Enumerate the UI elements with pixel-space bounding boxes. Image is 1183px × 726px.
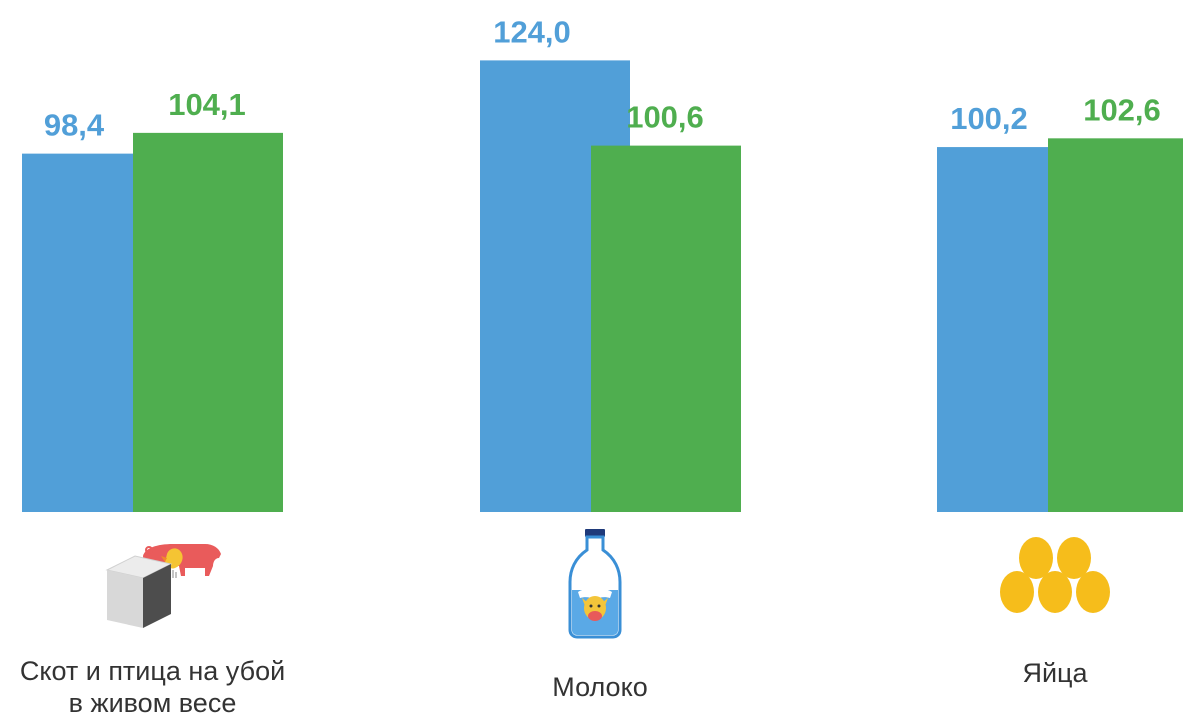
- category-label-livestock-line2: в живом весе: [68, 688, 237, 718]
- livestock-poultry-icon: [105, 544, 221, 628]
- category-label-eggs-line1: Яйца: [1022, 658, 1088, 688]
- value-label-livestock-green: 104,1: [168, 87, 246, 122]
- value-label-livestock-blue: 98,4: [44, 108, 105, 143]
- milk-bottle-icon: [568, 529, 622, 639]
- bar-livestock-green: [133, 132, 283, 512]
- value-label-milk-green: 100,6: [626, 100, 704, 135]
- value-label-eggs-blue: 100,2: [950, 101, 1028, 136]
- category-label-livestock-line1: Скот и птица на убой: [19, 656, 286, 686]
- bar-chart: 98,4 124,0 100,2 104,1 100,6 102,6: [22, 14, 1183, 512]
- bar-eggs-green: [1048, 138, 1183, 512]
- bar-milk-green: [591, 145, 741, 512]
- value-label-eggs-green: 102,6: [1083, 92, 1161, 127]
- value-label-milk-blue: 124,0: [493, 14, 571, 49]
- category-label-milk-line1: Молоко: [552, 672, 648, 702]
- eggs-icon: [1000, 537, 1110, 613]
- category-label-milk: Молоко: [460, 671, 740, 703]
- category-label-livestock: Скот и птица на убой в живом весе: [0, 655, 305, 719]
- category-label-eggs: Яйца: [920, 657, 1183, 689]
